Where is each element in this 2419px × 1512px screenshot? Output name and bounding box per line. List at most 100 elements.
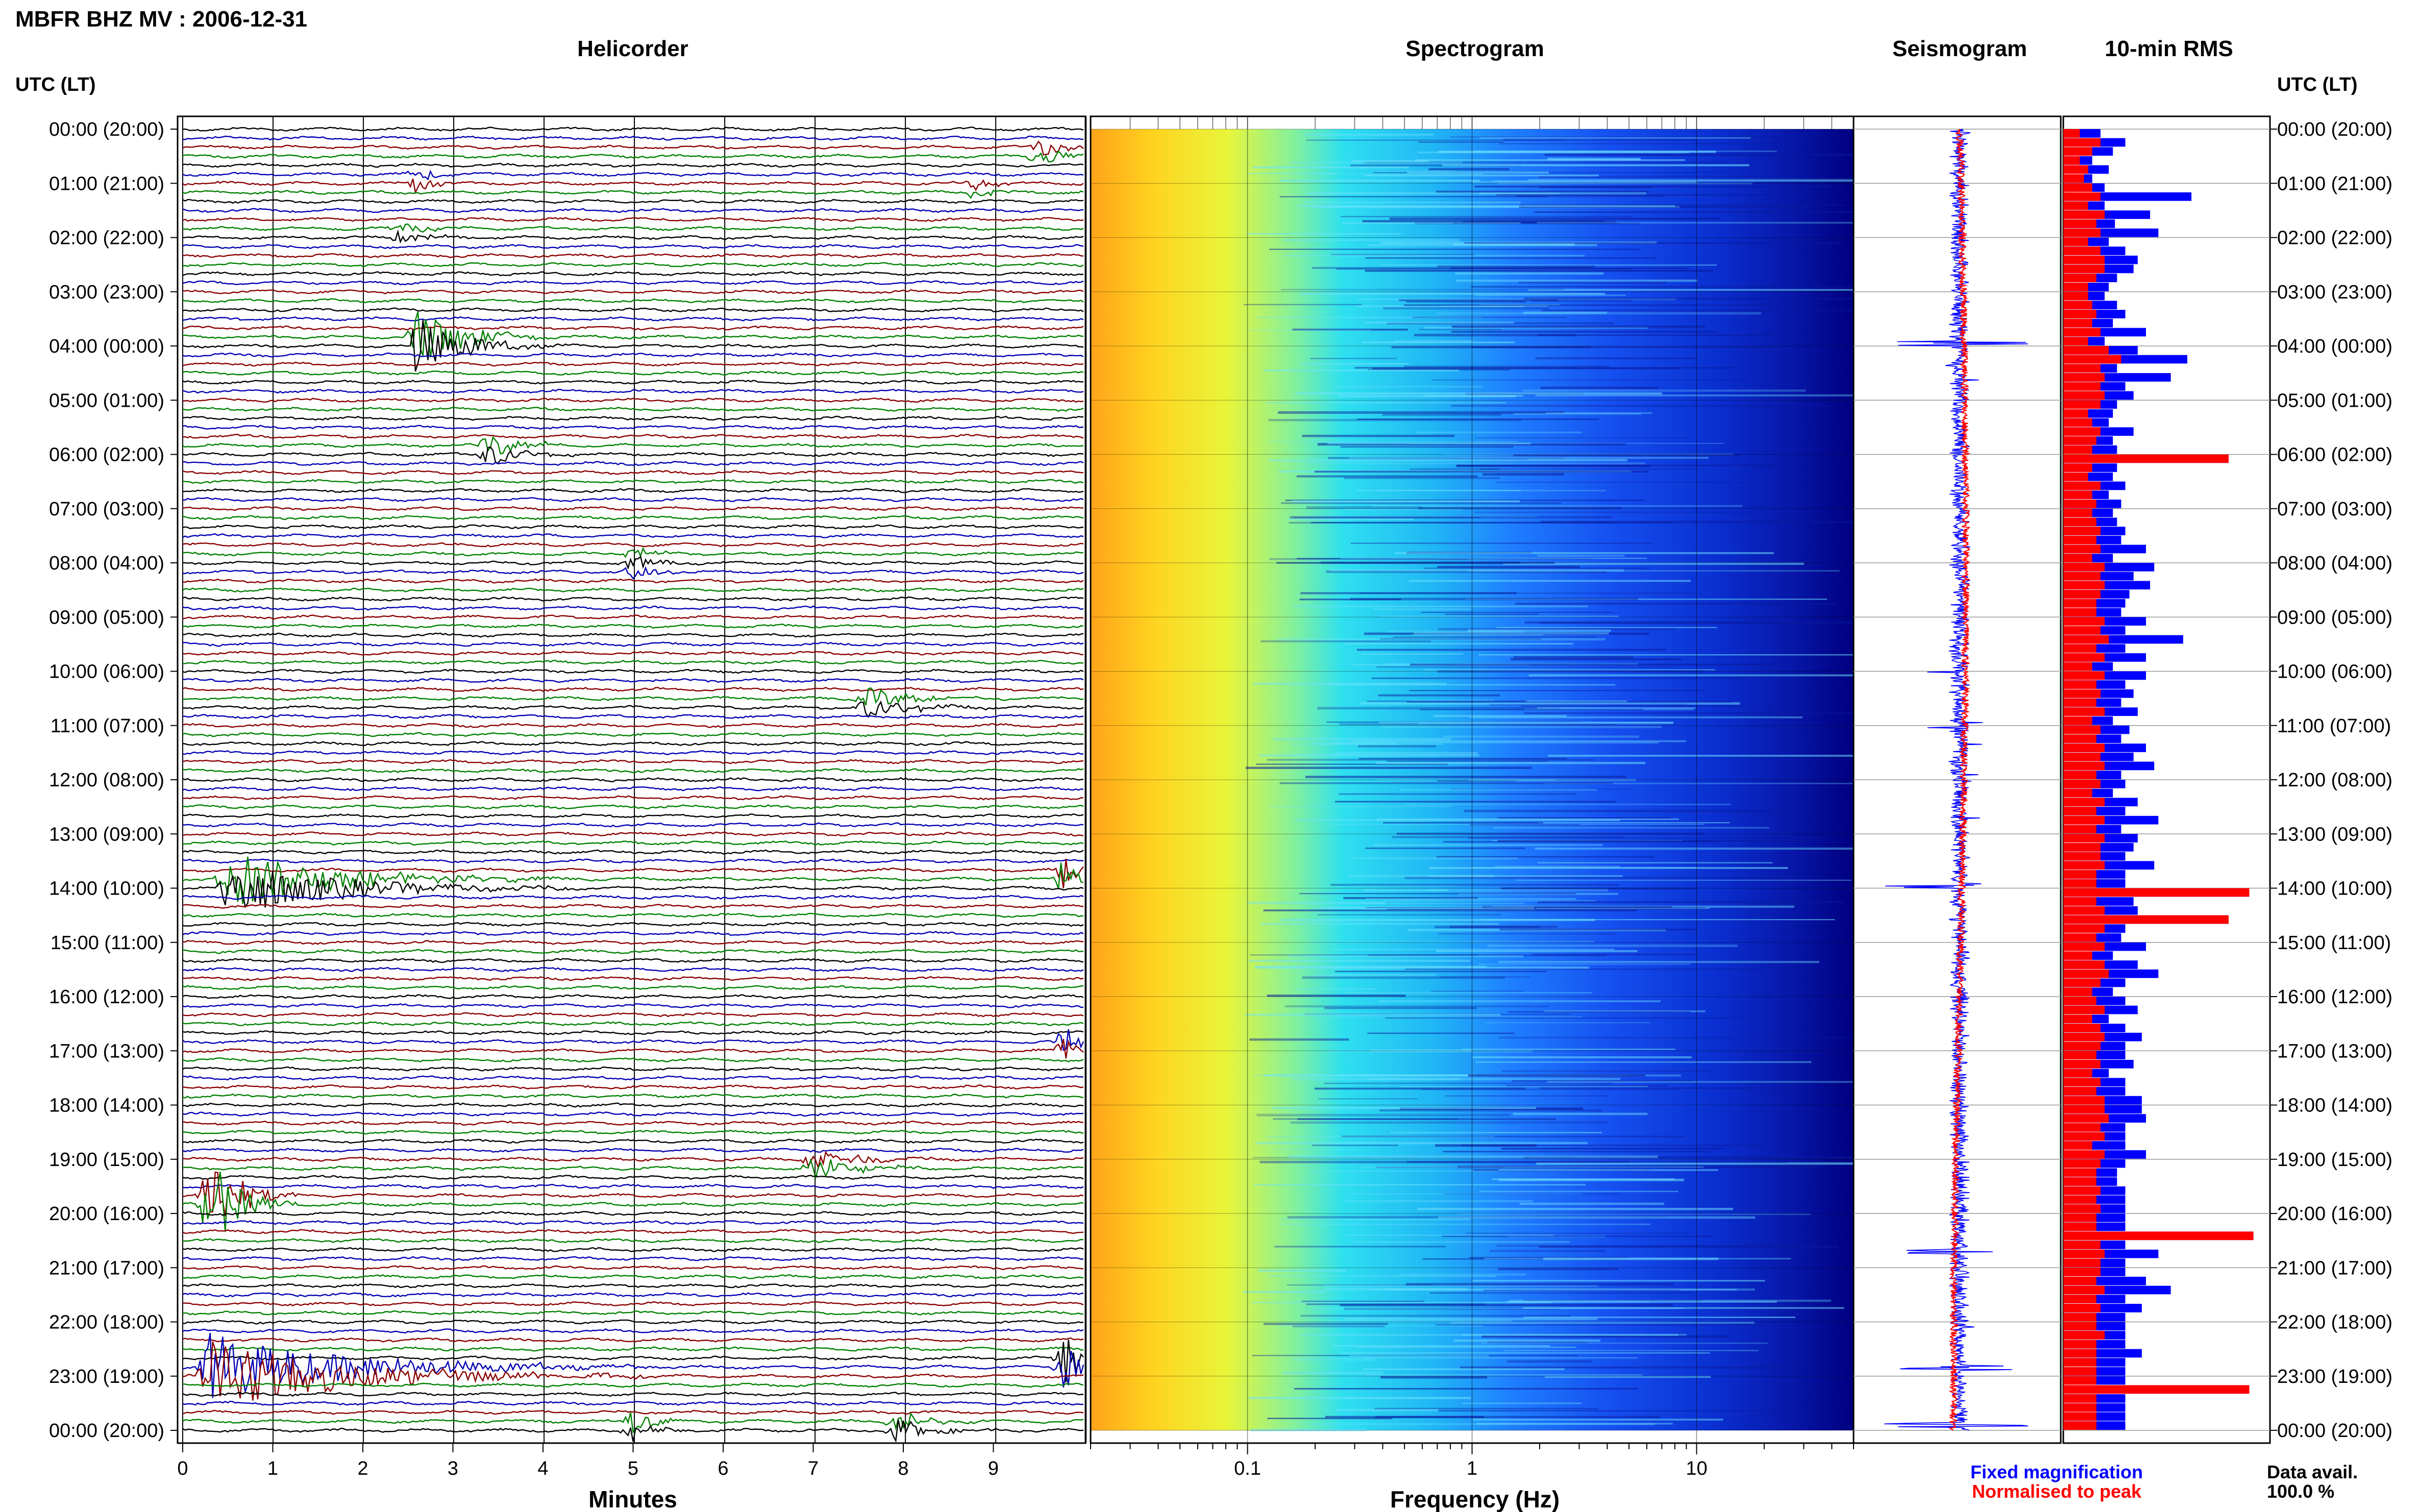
spectrogram-streak — [1503, 138, 1697, 141]
spectrogram-streak — [1255, 763, 1448, 765]
spectrogram-streak — [1349, 1355, 1489, 1357]
helicorder-trace — [182, 479, 1084, 484]
rms-bar-normalised — [2063, 1231, 2254, 1241]
spectrogram-streak — [1328, 1320, 1512, 1323]
spectrogram-streak — [1312, 1145, 1398, 1146]
rms-bar-normalised — [2063, 328, 2101, 337]
helicorder-trace — [182, 208, 1084, 213]
rms-bar-normalised — [2063, 1024, 2101, 1032]
spectrogram-streak — [1498, 183, 1752, 184]
time-tick-label-right: 16:00 (12:00) — [2277, 986, 2392, 1008]
helicorder-trace — [182, 1175, 1084, 1180]
spectrogram-streak — [1274, 1246, 1446, 1248]
helicorder-trace — [182, 497, 1084, 502]
rms-bar-normalised — [2063, 572, 2101, 581]
spectrogram-streak — [1245, 1013, 1501, 1016]
helicorder-trace — [182, 624, 1084, 629]
spectrogram-streak — [1472, 346, 1785, 348]
frequency-tick-label: 1 — [1467, 1458, 1477, 1479]
spectrogram-streak — [1547, 1081, 1854, 1083]
rms-bar-normalised — [2063, 255, 2105, 264]
spectrogram-streak — [1510, 1299, 1832, 1302]
panel-title-seismogram: Seismogram — [1892, 36, 2027, 61]
rms-bar-normalised — [2063, 355, 2121, 364]
time-tick-label-left: 02:00 (22:00) — [49, 228, 164, 249]
helicorder-trace — [182, 311, 1084, 358]
rms-bar-normalised — [2063, 960, 2105, 969]
spectrogram-streak — [1523, 298, 1854, 300]
spectrogram-streak — [1340, 446, 1514, 448]
spectrogram-streak — [1467, 570, 1840, 572]
spectrogram-streak — [1423, 669, 1715, 671]
spectrogram-streak — [1387, 760, 1548, 762]
spectrogram-streak — [1520, 705, 1811, 707]
spectrogram-streak — [1304, 133, 1434, 136]
spectrogram-streak — [1462, 1049, 1675, 1050]
spectrogram-streak — [1497, 839, 1809, 842]
spectrogram-streak — [1395, 552, 1774, 554]
spectrogram-streak — [1266, 441, 1518, 442]
spectrogram-streak — [1314, 470, 1648, 473]
spectrogram-streak — [1414, 222, 1640, 225]
spectrogram-streak — [1479, 304, 1560, 306]
time-tick-label-right: 17:00 (13:00) — [2277, 1040, 2392, 1062]
minutes-tick-label: 8 — [898, 1458, 908, 1479]
spectrogram-streak — [1479, 192, 1560, 194]
spectrogram-streak — [1350, 542, 1652, 544]
rms-bar-normalised — [2063, 1078, 2101, 1087]
spectrogram-streak — [1381, 264, 1717, 266]
helicorder-trace — [183, 1319, 1084, 1325]
spectrogram-streak — [1264, 1074, 1476, 1077]
spectrogram-streak — [1335, 971, 1547, 973]
spectrogram-streak — [1382, 413, 1502, 416]
spectrogram-streak — [1501, 887, 1696, 890]
spectrogram-streak — [1475, 294, 1626, 296]
spectrogram-streak — [1268, 1275, 1497, 1277]
rms-bar-normalised — [2063, 1403, 2096, 1412]
helicorder-trace — [182, 352, 1084, 358]
spectrogram-streak — [1437, 265, 1595, 268]
spectrogram-streak — [1449, 925, 1558, 928]
rms-bar-normalised — [2063, 427, 2101, 436]
helicorder-trace — [182, 1310, 1084, 1316]
spectrogram-streak — [1522, 389, 1806, 392]
spectrogram-streak — [1282, 239, 1460, 242]
rms-bar-normalised — [2063, 788, 2092, 798]
spectrogram-streak — [1501, 1148, 1722, 1150]
spectrogram-streak — [1537, 221, 1854, 224]
helicorder-trace — [182, 1111, 1084, 1117]
time-tick-label-left: 10:00 (06:00) — [49, 661, 164, 683]
spectrogram-streak — [1263, 909, 1637, 911]
spectrogram-streak — [1384, 900, 1596, 902]
spectrogram-streak — [1256, 316, 1482, 318]
spectrogram-streak — [1428, 889, 1609, 891]
rms-bar-normalised — [2063, 780, 2101, 788]
spectrogram-streak — [1469, 716, 1803, 718]
helicorder-trace — [182, 1346, 1083, 1352]
rms-bar-normalised — [2063, 337, 2088, 345]
spectrogram-streak — [1466, 1232, 1693, 1234]
helicorder-trace — [182, 224, 1084, 233]
spectrogram-streak — [1443, 735, 1639, 738]
panel-title-spectrogram: Spectrogram — [1405, 36, 1544, 61]
helicorder-trace — [182, 659, 1084, 665]
helicorder-trace — [182, 271, 1084, 277]
spectrogram-streak — [1376, 489, 1607, 491]
spectrogram-streak — [1257, 1269, 1347, 1272]
spectrogram-streak — [1251, 1301, 1551, 1303]
helicorder-trace — [182, 1412, 1084, 1434]
spectrogram-streak — [1297, 205, 1675, 207]
spectrogram-streak — [1479, 1191, 1679, 1193]
spectrogram-streak — [1383, 307, 1550, 310]
time-tick-label-left: 22:00 (18:00) — [49, 1312, 164, 1333]
rms-bar-normalised — [2063, 192, 2101, 201]
spectrogram-streak — [1343, 1307, 1560, 1310]
spectrogram-streak — [1296, 475, 1478, 478]
spectrogram-streak — [1431, 990, 1524, 992]
rms-bar-normalised — [2063, 1222, 2096, 1231]
helicorder-trace — [182, 578, 1084, 584]
spectrogram-streak — [1464, 809, 1788, 812]
spectrogram-streak — [1437, 565, 1580, 568]
spectrogram-streak — [1539, 622, 1824, 624]
spectrogram-streak — [1280, 1223, 1650, 1226]
